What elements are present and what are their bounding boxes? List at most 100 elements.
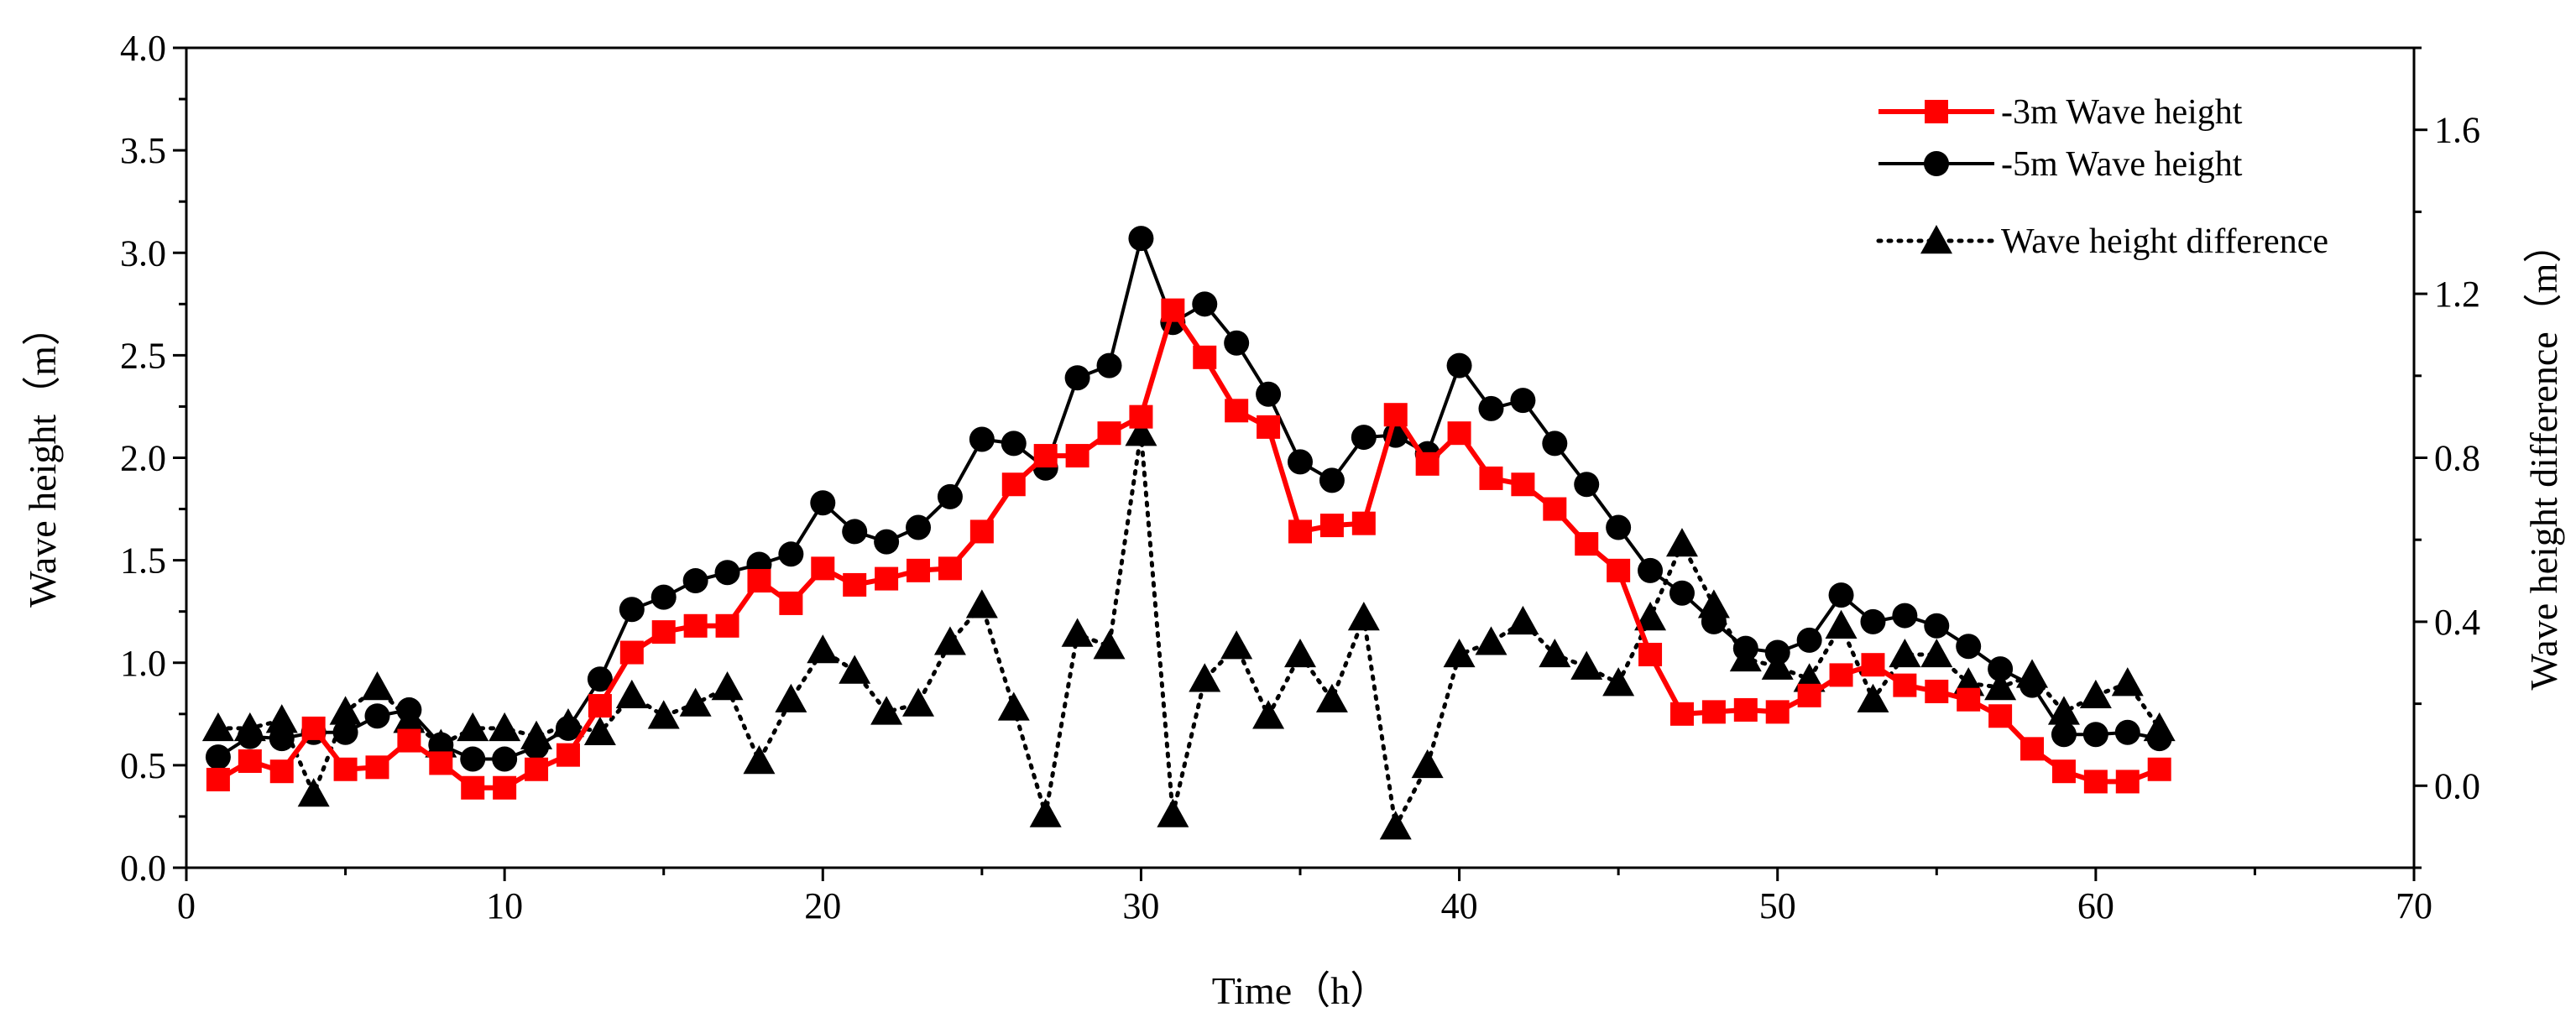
data-point [874,529,900,555]
x-tick-label: 60 [2077,885,2114,926]
data-point [1701,700,1726,724]
y-left-tick-label: 0.5 [120,745,166,786]
data-point [1224,330,1250,356]
x-tick-label: 10 [486,885,523,926]
data-point [615,679,648,709]
data-point [1379,811,1412,840]
data-point [492,746,518,772]
data-point [997,691,1030,721]
y-left-tick-label: 1.0 [120,643,166,684]
data-point [1192,291,1218,317]
data-point [1892,603,1918,629]
data-point [588,694,612,718]
data-point [1319,514,1344,538]
data-point [1475,626,1507,655]
axes-layer: 0 10 20 30 40 50 60 70 0.0 0.5 1.0 1.5 2.0 2.5 3.0 3.5 4… [120,28,2480,926]
y-right-tick-label: 1.6 [2434,110,2480,151]
data-point [2020,672,2046,698]
data-point [205,744,231,770]
data-point [1220,630,1253,660]
data-point [201,712,234,742]
data-point [1129,404,1153,429]
data-point [1507,605,1539,635]
data-point [1510,388,1536,414]
data-point [842,519,868,545]
data-point [714,560,740,586]
data-point [1984,671,2017,701]
data-point [1479,466,1503,490]
data-point [1860,608,1886,634]
data-point [1920,638,1953,668]
data-point [902,687,935,717]
legend-item: -5m Wave height [1878,145,2243,184]
data-point [2047,696,2080,725]
data-point [361,671,394,701]
data-point [525,757,549,781]
x-tick-label: 70 [2396,885,2432,926]
data-point [1383,403,1408,427]
data-point [875,566,899,591]
y-right-tick-label: 0.0 [2434,765,2480,806]
data-point [1634,602,1667,631]
data-point [429,751,453,775]
data-point [907,558,931,582]
data-point [1796,627,1822,653]
data-point [1097,421,1121,446]
data-point [779,591,803,615]
data-point [301,716,326,740]
data-point [297,778,330,807]
data-point [1193,345,1217,369]
data-point [1284,638,1316,668]
data-point [1093,630,1126,660]
data-point [1638,557,1664,583]
y-left-tick-label: 1.5 [120,540,166,582]
data-point [1411,749,1444,779]
data-point [265,704,298,733]
data-point [332,719,358,745]
data-point [2146,726,2172,752]
data-point [1161,298,1185,322]
data-point [1252,700,1285,729]
data-point [1889,638,1921,668]
data-point [1543,497,1567,521]
data-point [1797,683,1821,707]
data-point [619,597,645,623]
data-point [1701,608,1727,634]
data-point [1665,528,1698,557]
data-point [1925,679,1949,703]
data-point [1574,472,1600,498]
legend-label: -5m Wave height [2001,145,2243,184]
data-point [1128,226,1154,252]
data-point [364,703,390,729]
y-left-tick-label: 3.5 [120,130,166,171]
data-point [1443,638,1476,668]
series-circle [205,226,2172,772]
data-point [1606,514,1632,540]
data-point [1956,634,1982,660]
data-point [1570,650,1603,680]
data-point [1828,582,1854,608]
data-point [811,556,835,581]
data-point [269,759,294,784]
legend: -3m Wave height -5m Wave height Wave heigh… [1876,93,2328,261]
y-left-tick-label: 2.0 [120,438,166,479]
data-point [1669,702,1694,726]
data-point [1319,467,1345,493]
data-point [843,572,867,597]
data-point [715,613,739,638]
data-point [329,696,362,725]
x-tick-label: 0 [177,885,196,926]
data-point [1189,663,1221,692]
data-point [1315,683,1348,712]
y-right-tick-label: 1.2 [2434,274,2480,315]
data-point [1669,580,1695,606]
data-point [396,697,422,723]
legend-label: -3m Wave height [2001,93,2243,132]
y-axis-right-label: Wave height difference（m） [2522,225,2565,691]
data-point [1288,449,1313,475]
legend-marker [1925,100,1948,123]
data-point [2051,722,2077,748]
data-point [1125,417,1157,446]
